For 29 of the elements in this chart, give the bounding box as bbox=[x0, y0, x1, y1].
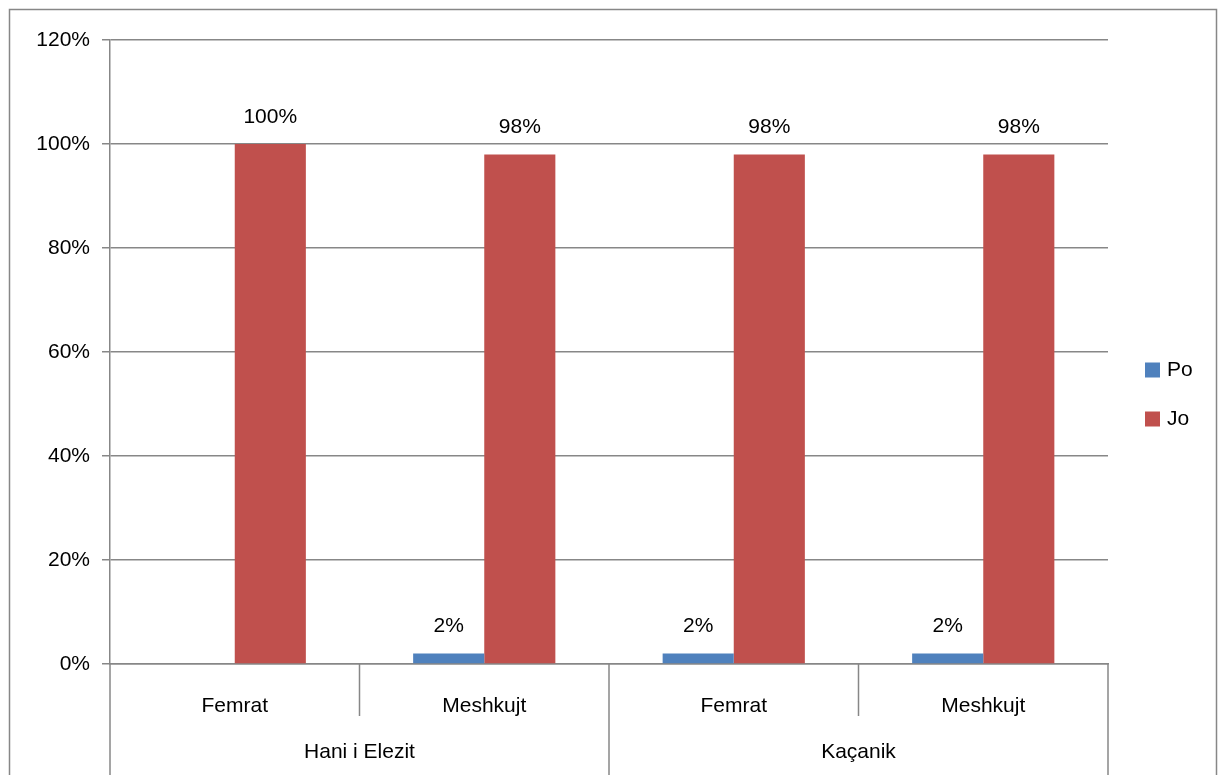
text: Kaçanik bbox=[821, 738, 897, 762]
legend-label: Jo bbox=[1167, 405, 1190, 429]
bar bbox=[983, 154, 1055, 664]
bar bbox=[413, 653, 485, 664]
data-label: 98% bbox=[748, 114, 791, 138]
data-label: 98% bbox=[997, 114, 1040, 138]
x-tick-label: Femrat bbox=[700, 693, 768, 717]
bar bbox=[733, 154, 805, 664]
y-tick-label: 0% bbox=[59, 650, 90, 674]
data-label: 2% bbox=[932, 613, 963, 637]
data-label: 100% bbox=[243, 103, 298, 127]
x-tick-label: Meshkujt bbox=[442, 693, 527, 717]
x-tick-label: Meshkujt bbox=[941, 693, 1026, 717]
y-tick-label: 40% bbox=[47, 442, 90, 466]
bar bbox=[234, 144, 306, 664]
data-label: 2% bbox=[433, 613, 464, 637]
bar bbox=[484, 154, 556, 664]
data-label: 2% bbox=[683, 613, 714, 637]
x-tick-label: Femrat bbox=[201, 693, 269, 717]
y-tick-label: 120% bbox=[36, 26, 90, 50]
y-tick-label: 100% bbox=[36, 130, 90, 154]
data-label: 98% bbox=[498, 114, 541, 138]
legend-label: Po bbox=[1167, 356, 1193, 380]
text: Hani i Elezit bbox=[304, 738, 416, 762]
y-tick-label: 80% bbox=[47, 234, 90, 258]
bar bbox=[912, 653, 984, 664]
bar bbox=[662, 653, 734, 664]
y-tick-label: 60% bbox=[47, 338, 90, 362]
y-tick-label: 20% bbox=[47, 546, 90, 570]
